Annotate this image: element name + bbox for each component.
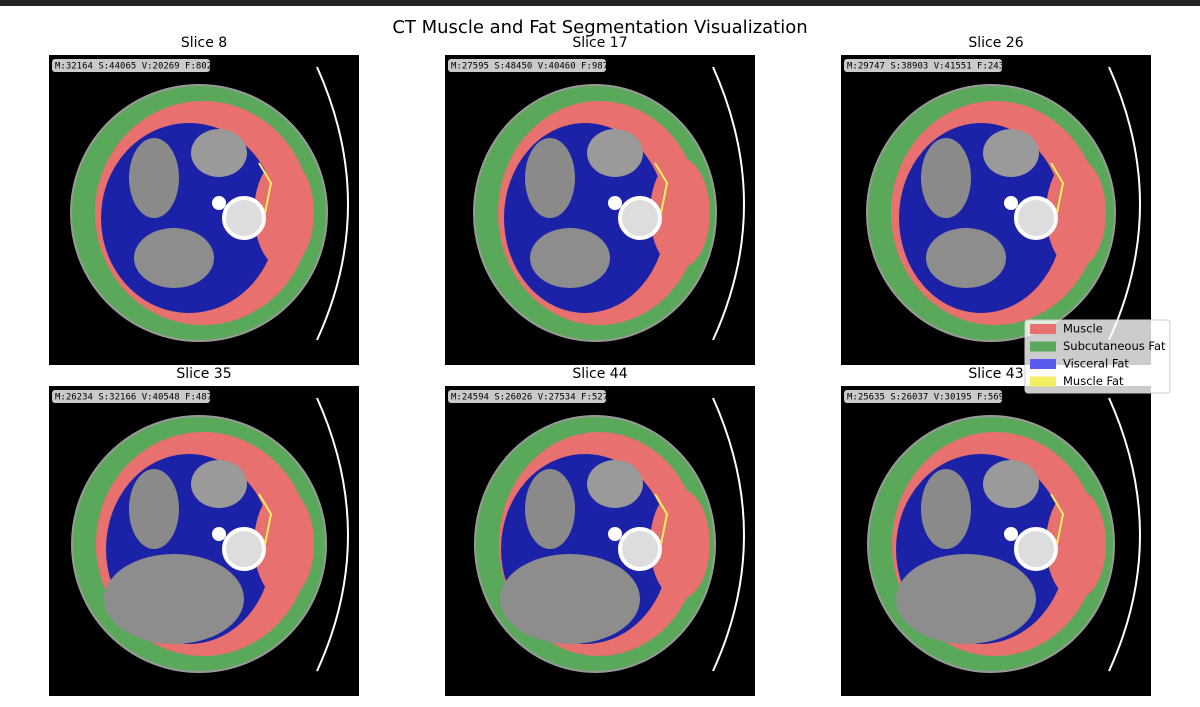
organ — [129, 469, 179, 549]
organ — [587, 129, 643, 177]
ct-table — [316, 66, 349, 341]
spine — [1014, 527, 1058, 571]
muscle-block — [650, 158, 710, 268]
spine — [618, 527, 662, 571]
stats-box — [52, 390, 210, 403]
aorta — [608, 196, 622, 210]
ct-table — [712, 66, 745, 341]
legend-label: Muscle — [1063, 322, 1103, 336]
muscle-fat — [654, 162, 669, 214]
panel-title: Slice 26 — [968, 35, 1023, 51]
stats-label: M:25635 S:26037 V:30195 F:569 — [847, 393, 1004, 403]
panel: Slice 26 M:29747 S:38903 V:41551 F:243 — [841, 35, 1151, 365]
aorta — [1004, 527, 1018, 541]
organ — [530, 228, 610, 288]
aorta — [212, 527, 226, 541]
aorta — [608, 527, 622, 541]
stats-label: M:27595 S:48450 V:40460 F:987 — [451, 62, 608, 72]
ct-table — [316, 397, 349, 672]
organ — [525, 469, 575, 549]
organ — [134, 228, 214, 288]
aorta — [212, 196, 226, 210]
spine — [222, 527, 266, 571]
organ — [983, 460, 1039, 508]
organ — [587, 460, 643, 508]
organ — [896, 554, 1036, 644]
legend-label: Muscle Fat — [1063, 374, 1124, 388]
ct-table — [712, 397, 745, 672]
figure-title: CT Muscle and Fat Segmentation Visualiza… — [392, 17, 807, 38]
organ — [926, 228, 1006, 288]
panel-title: Slice 35 — [176, 366, 231, 382]
muscle-fat — [1050, 162, 1065, 214]
organ — [525, 138, 575, 218]
stats-label: M:26234 S:32166 V:40548 F:487 — [55, 393, 212, 403]
organ — [191, 460, 247, 508]
muscle-fat — [258, 493, 273, 545]
legend-swatch — [1030, 324, 1056, 334]
panel-title: Slice 44 — [572, 366, 627, 382]
spine — [1014, 196, 1058, 240]
ct-table — [1108, 397, 1141, 672]
legend-label: Visceral Fat — [1063, 357, 1129, 371]
spine — [618, 196, 662, 240]
organ — [983, 129, 1039, 177]
aorta — [1004, 196, 1018, 210]
organ — [921, 138, 971, 218]
stats-label: M:24594 S:26026 V:27534 F:527 — [451, 393, 608, 403]
ct-table — [1108, 66, 1141, 341]
legend-box — [1024, 319, 1171, 394]
panel-title: Slice 17 — [572, 35, 627, 51]
muscle-block — [650, 489, 710, 599]
legend-label: Subcutaneous Fat — [1063, 339, 1166, 353]
muscle-block — [1046, 489, 1106, 599]
panel: Slice 43 M:25635 S:26037 V:30195 F:569 — [841, 366, 1151, 696]
muscle-block — [1046, 158, 1106, 268]
panel: Slice 44 M:24594 S:26026 V:27534 F:527 — [445, 366, 755, 696]
muscle-fat — [258, 162, 273, 214]
panel-title: Slice 43 — [968, 366, 1023, 382]
panel: Slice 17 M:27595 S:48450 V:40460 F:987 — [445, 35, 755, 365]
stats-box — [448, 59, 606, 72]
organ — [129, 138, 179, 218]
stats-label: M:29747 S:38903 V:41551 F:243 — [847, 62, 1004, 72]
organ — [921, 469, 971, 549]
muscle-block — [254, 158, 314, 268]
muscle-fat — [654, 493, 669, 545]
stats-box — [52, 59, 210, 72]
panel: Slice 8 M:32164 S:44065 V:20269 F:802 — [49, 35, 359, 365]
legend: Muscle Subcutaneous Fat Visceral Fat Muscle… — [1024, 319, 1171, 394]
panel-title: Slice 8 — [181, 35, 227, 51]
spine — [222, 196, 266, 240]
stats-box — [448, 390, 606, 403]
organ — [500, 554, 640, 644]
muscle-block — [254, 489, 314, 599]
legend-swatch — [1030, 359, 1056, 369]
legend-swatch — [1030, 376, 1056, 387]
stats-label: M:32164 S:44065 V:20269 F:802 — [55, 62, 212, 72]
top-bar — [0, 0, 1200, 6]
organ — [104, 554, 244, 644]
stats-box — [844, 59, 1002, 72]
organ — [191, 129, 247, 177]
stats-box — [844, 390, 1002, 403]
panel: Slice 35 M:26234 S:32166 V:40548 F:487 — [49, 366, 359, 696]
muscle-fat — [1050, 493, 1065, 545]
legend-swatch — [1030, 341, 1056, 352]
